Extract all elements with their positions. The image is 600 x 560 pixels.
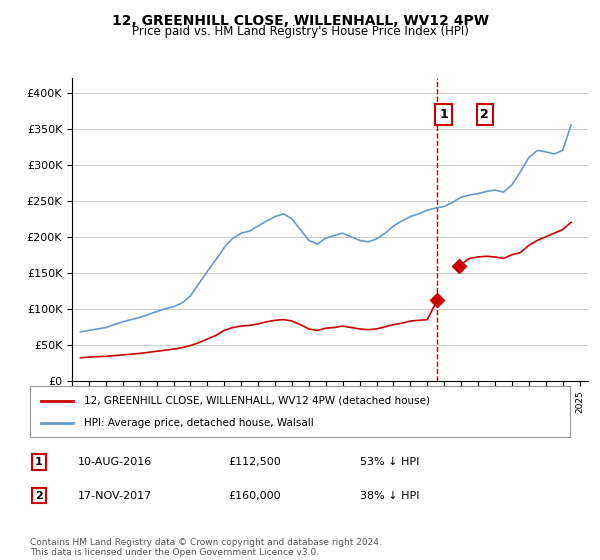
Text: 17-NOV-2017: 17-NOV-2017 — [78, 491, 152, 501]
Text: 53% ↓ HPI: 53% ↓ HPI — [360, 457, 419, 467]
Text: Contains HM Land Registry data © Crown copyright and database right 2024.
This d: Contains HM Land Registry data © Crown c… — [30, 538, 382, 557]
Text: 12, GREENHILL CLOSE, WILLENHALL, WV12 4PW: 12, GREENHILL CLOSE, WILLENHALL, WV12 4P… — [112, 14, 488, 28]
Text: Price paid vs. HM Land Registry's House Price Index (HPI): Price paid vs. HM Land Registry's House … — [131, 25, 469, 38]
Text: 1: 1 — [439, 108, 448, 121]
Text: 38% ↓ HPI: 38% ↓ HPI — [360, 491, 419, 501]
Text: £112,500: £112,500 — [228, 457, 281, 467]
Text: 2: 2 — [35, 491, 43, 501]
Text: 12, GREENHILL CLOSE, WILLENHALL, WV12 4PW (detached house): 12, GREENHILL CLOSE, WILLENHALL, WV12 4P… — [84, 395, 430, 405]
Text: 1: 1 — [35, 457, 43, 467]
Text: 2: 2 — [481, 108, 489, 121]
Text: 10-AUG-2016: 10-AUG-2016 — [78, 457, 152, 467]
Text: £160,000: £160,000 — [228, 491, 281, 501]
Text: HPI: Average price, detached house, Walsall: HPI: Average price, detached house, Wals… — [84, 418, 314, 428]
